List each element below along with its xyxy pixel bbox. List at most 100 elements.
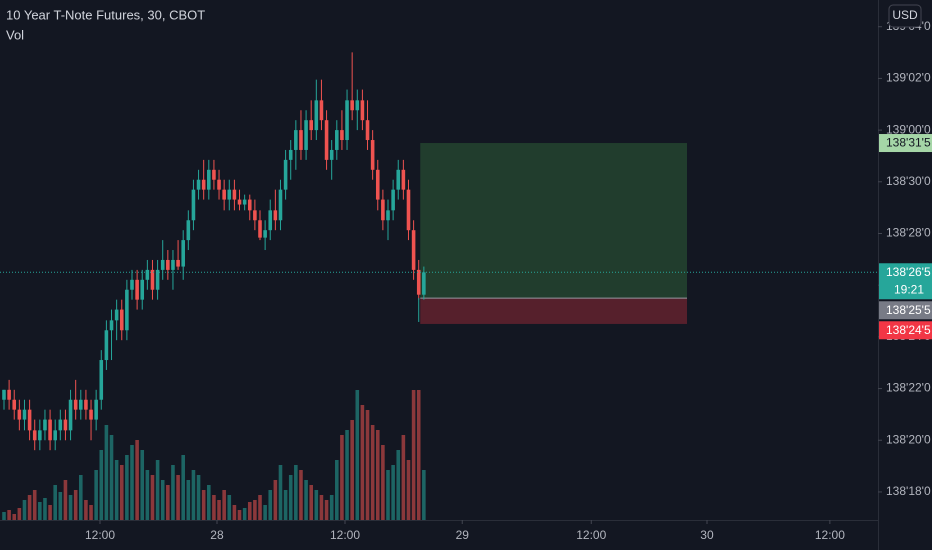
volume-bar (411, 390, 416, 520)
plot-area (0, 52, 878, 520)
candle-body (299, 130, 303, 150)
candle-body (263, 230, 267, 238)
candle-body (109, 320, 114, 331)
candle-body (114, 309, 119, 321)
volume-bar (166, 485, 170, 520)
candle-body (73, 399, 78, 410)
candle-body (196, 179, 201, 190)
candle-body (304, 120, 308, 150)
volume-bar (319, 495, 324, 520)
price-badge (879, 263, 932, 300)
candle-body (99, 360, 104, 400)
candle-body (350, 100, 354, 111)
candle-body (84, 399, 88, 410)
candle-body (237, 199, 242, 205)
x-tick-label: 28 (210, 528, 224, 542)
candle-body (288, 149, 293, 160)
volume-bar (89, 505, 93, 520)
volume-bar (155, 460, 160, 520)
volume-bar (345, 430, 349, 520)
candle-body (212, 169, 216, 180)
volume-bar (79, 475, 83, 520)
volume-bar (381, 445, 385, 520)
currency-button[interactable] (888, 4, 922, 28)
candle-body (43, 419, 47, 431)
volume-bar (237, 510, 242, 520)
volume-bar (360, 405, 365, 520)
volume-bar (263, 505, 267, 520)
volume-bar (181, 455, 185, 520)
y-tick-label: 138'22'0 (886, 381, 931, 395)
y-tick-label: 138'20'0 (886, 432, 931, 446)
candle-body (53, 430, 57, 441)
volume-bar (135, 440, 139, 520)
candle-body (207, 169, 211, 190)
candle-body (150, 269, 155, 290)
candle-body (2, 389, 6, 400)
volume-bar (268, 490, 273, 520)
candle-body (309, 120, 313, 131)
volume-bar (114, 460, 119, 520)
volume-bar (406, 460, 411, 520)
candle-body (319, 100, 324, 121)
volume-bar (247, 502, 252, 520)
candle-body (119, 309, 124, 331)
volume-bar (140, 450, 145, 520)
volume-bar (38, 502, 42, 520)
volume-bar (212, 495, 216, 520)
volume-bar (253, 500, 257, 520)
volume-bar (43, 498, 47, 520)
candle-body (375, 169, 380, 200)
candle-body (329, 149, 334, 160)
candle-body (104, 330, 109, 361)
currency-label[interactable]: USD (892, 8, 918, 22)
candle-body (278, 189, 283, 221)
candle-body (186, 220, 191, 241)
candle-body (253, 210, 257, 221)
volume-bar (232, 505, 237, 520)
candle-body (217, 179, 221, 190)
candle-body (27, 409, 32, 431)
candle-body (247, 199, 252, 211)
candle-body (268, 210, 273, 231)
y-tick-label: 138'18'0 (886, 484, 931, 498)
candle-body (411, 230, 416, 270)
candle-body (386, 210, 390, 221)
volume-bar (422, 470, 426, 520)
volume-bar (130, 445, 134, 520)
volume-bar (375, 430, 380, 520)
candle-body (191, 189, 196, 221)
volume-bar (145, 470, 150, 520)
volume-bar (58, 492, 63, 520)
volume-bar (355, 390, 360, 520)
candle-body (63, 419, 68, 431)
volume-bar (391, 465, 395, 520)
volume-bar (207, 485, 211, 520)
y-tick-label: 138'30'0 (886, 174, 931, 188)
price-badge-label: 138'26'5 (886, 265, 931, 279)
volume-bar (99, 450, 104, 520)
candle-body (140, 279, 145, 300)
volume-bar (63, 480, 68, 520)
volume-bar (222, 490, 226, 520)
volume-bar (294, 465, 298, 520)
candle-body (294, 130, 298, 150)
price-badge-label: 138'25'5 (886, 303, 931, 317)
volume-bar (186, 480, 191, 520)
candle-body (48, 419, 52, 441)
candle-body (227, 189, 232, 200)
volume-bar (299, 470, 303, 520)
volume-bar (335, 460, 339, 520)
y-tick-label: 139'02'0 (886, 71, 931, 85)
x-tick-label: 12:00 (85, 528, 115, 542)
candle-body (365, 120, 370, 141)
candle-body (283, 159, 288, 190)
candle-body (32, 430, 37, 441)
volume-bar (119, 465, 124, 520)
price-axis: 139'04'0139'02'0139'00'0138'30'0138'28'0… (878, 19, 932, 498)
volume-bar (12, 514, 17, 520)
candle-body (416, 269, 421, 295)
volume-bar (227, 495, 232, 520)
volume-bar (7, 510, 11, 520)
volume-bar (150, 475, 155, 520)
